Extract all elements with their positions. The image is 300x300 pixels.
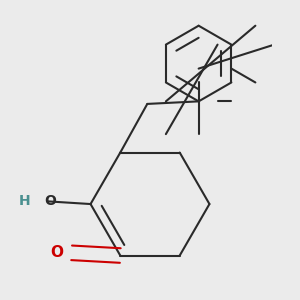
Text: O: O — [45, 194, 56, 208]
Text: O: O — [50, 245, 63, 260]
Text: H: H — [19, 194, 31, 208]
